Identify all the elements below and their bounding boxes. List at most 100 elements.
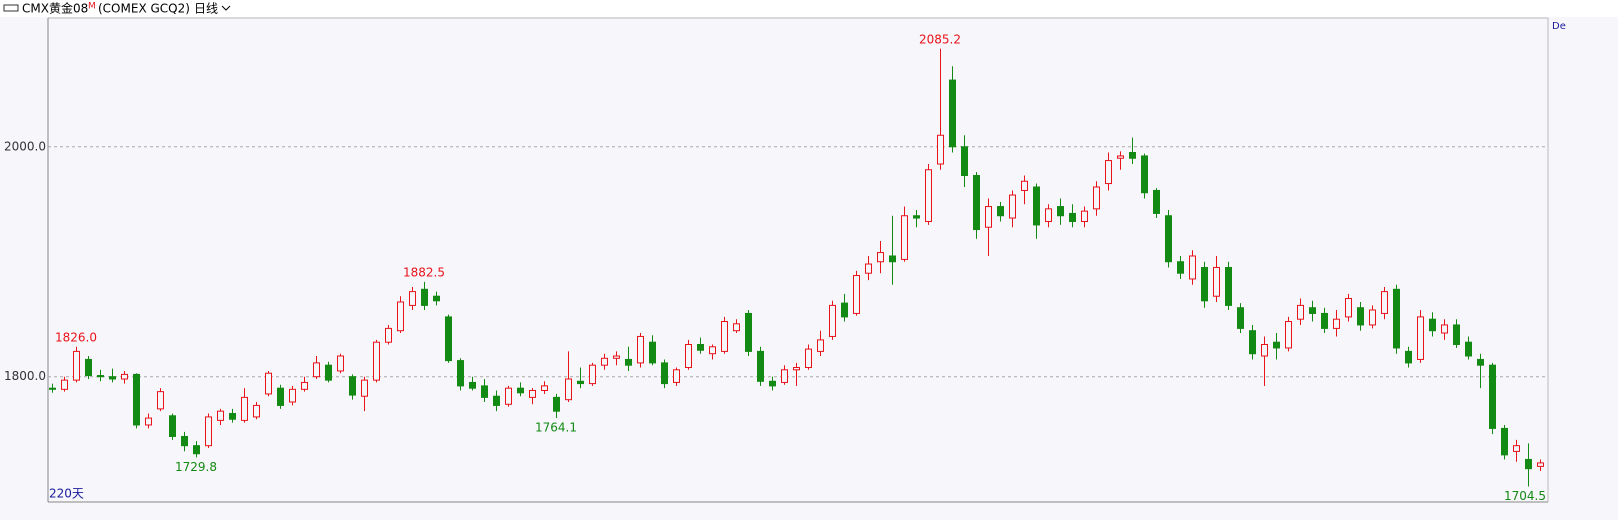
candle-body [529, 389, 536, 398]
candle-body [1441, 324, 1448, 334]
candle-body [649, 341, 656, 364]
candle-body [817, 339, 824, 352]
candle-body [97, 375, 104, 378]
candle-body [781, 369, 788, 383]
candle-body [121, 373, 128, 380]
candle-body [421, 288, 428, 306]
candle-body [721, 321, 728, 352]
candle-body [1309, 307, 1316, 314]
candle-body [457, 360, 464, 387]
candle-body [865, 263, 872, 274]
candle-body [313, 362, 320, 378]
candle-body [637, 335, 644, 364]
candle-body [133, 373, 140, 426]
candle-body [1477, 358, 1484, 366]
candle-body [565, 378, 572, 401]
candle-body [1357, 307, 1364, 326]
candle-body [901, 215, 908, 260]
candle-body [733, 323, 740, 332]
candle-body [361, 379, 368, 397]
candle-body [757, 350, 764, 382]
subtitle: (COMEX GCQ2) [98, 2, 190, 16]
candle-body [1177, 261, 1184, 274]
candle-body [1333, 318, 1340, 329]
candle-body [1525, 458, 1532, 470]
candle-body [73, 350, 80, 381]
candle-body [553, 396, 560, 412]
candle-body [1141, 155, 1148, 194]
candle-body [229, 412, 236, 420]
title: CMX黄金08 [22, 1, 88, 16]
candle-body [61, 379, 68, 390]
candle-body [709, 346, 716, 355]
candle-body [1261, 343, 1268, 357]
period[interactable]: 日线 [194, 2, 218, 16]
candle-body [1273, 341, 1280, 349]
candle-body [1369, 309, 1376, 326]
candle-body [1213, 266, 1220, 297]
candle-body [1081, 210, 1088, 222]
candle-body [625, 358, 632, 366]
candle-body [841, 302, 848, 318]
candle-body [1513, 445, 1520, 452]
candle-body [85, 358, 92, 377]
candle-body [1201, 266, 1208, 302]
candle-body [829, 304, 836, 337]
candle-body [1225, 266, 1232, 306]
candle-body [277, 387, 284, 406]
candle-body [49, 387, 56, 390]
candle-body [145, 417, 152, 426]
candle-body [181, 435, 188, 447]
candle-body [1393, 288, 1400, 349]
price-annotation: 1704.5 [1504, 489, 1546, 503]
candle-body [169, 415, 176, 437]
candle-body [253, 404, 260, 418]
candle-body [349, 376, 356, 396]
candle-body [1453, 324, 1460, 345]
header-icon [3, 4, 19, 12]
candle-body [1297, 304, 1304, 320]
candle-body [925, 169, 932, 222]
candle-body [937, 134, 944, 165]
candle-body [1009, 194, 1016, 219]
candle-body [1105, 160, 1112, 185]
candle-body [1069, 212, 1076, 222]
candle-body [1489, 364, 1496, 429]
candle-body [205, 416, 212, 447]
period-dropdown[interactable] [221, 5, 231, 11]
candle-body [589, 364, 596, 385]
candle-body [433, 295, 440, 302]
candle-body [1429, 318, 1436, 332]
candle-body [325, 364, 332, 381]
candle-body [685, 343, 692, 368]
price-annotation: 2085.2 [919, 32, 961, 46]
candle-body [1117, 155, 1124, 159]
candle-body [1165, 215, 1172, 263]
candle-body [505, 387, 512, 405]
candle-body [973, 175, 980, 231]
candle-body [1093, 186, 1100, 210]
candle-body [1405, 350, 1412, 364]
candle-body [661, 362, 668, 385]
candle-body [1189, 255, 1196, 280]
candle-body [409, 291, 416, 306]
header-bar [0, 0, 1618, 17]
candle-body [997, 206, 1004, 217]
candle-body [805, 348, 812, 368]
candle-body [1237, 307, 1244, 329]
candle-body [1417, 316, 1424, 360]
candle-body [793, 366, 800, 371]
footer-label: 220天 [49, 487, 84, 501]
candle-body [481, 385, 488, 398]
candle-body [445, 316, 452, 362]
candle-body [877, 252, 884, 263]
corner-label: De [1552, 21, 1566, 32]
candle-body [697, 343, 704, 351]
candle-body [1501, 427, 1508, 456]
candle-body [541, 385, 548, 391]
candle-body [1153, 189, 1160, 214]
candle-body [1381, 291, 1388, 314]
candle-body [1021, 180, 1028, 191]
candle-body [517, 387, 524, 394]
